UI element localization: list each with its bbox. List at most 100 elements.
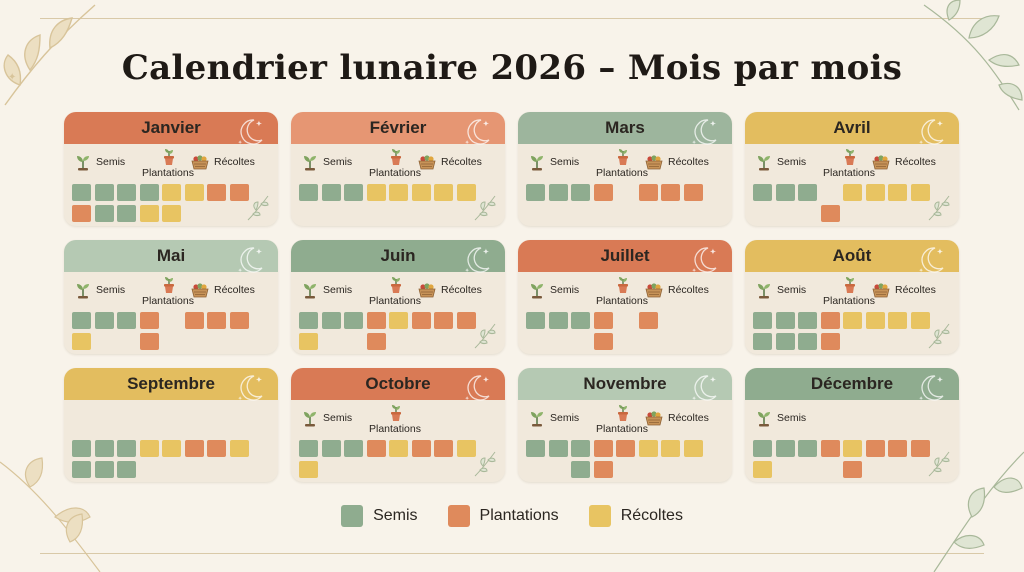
activity-cells [526, 184, 724, 224]
potted-plant-icon [614, 148, 632, 166]
activity-label-plantations: Plantations [596, 167, 648, 179]
cell-semis [94, 461, 114, 478]
cell-semis [117, 312, 136, 329]
cell-plantations [139, 333, 159, 350]
activity-label-semis: Semis [777, 412, 807, 424]
seedling-icon [755, 409, 773, 427]
activity-label-plantations: Plantations [142, 167, 194, 179]
crescent-moon-icon: ✦ ✦ [232, 370, 268, 406]
cell-plantations [229, 184, 249, 201]
activity-label-semis: Semis [550, 284, 580, 296]
cell-recoltes [411, 184, 431, 201]
cell-plantations [184, 312, 204, 329]
svg-text:✦: ✦ [919, 268, 923, 274]
seedling-icon [301, 153, 319, 171]
cell-plantations [593, 440, 613, 457]
cell-plantations [820, 205, 840, 222]
svg-text:✦: ✦ [8, 72, 16, 83]
activity-label-recoltes: Récoltes [441, 156, 482, 168]
cell-recoltes [72, 333, 91, 350]
sprig-decoration [471, 450, 499, 478]
month-header: Août ✦ ✦ [745, 240, 959, 274]
activity-label-recoltes: Récoltes [214, 156, 255, 168]
cell-semis [344, 184, 363, 201]
cell-recoltes [910, 312, 930, 329]
month-name: Juin [380, 246, 416, 265]
activity-cells [72, 184, 270, 224]
svg-text:✦: ✦ [937, 120, 943, 128]
activity-label-recoltes: Récoltes [668, 156, 709, 168]
harvest-basket-icon [190, 153, 209, 171]
potted-plant-icon [387, 276, 405, 294]
cell-recoltes [843, 184, 862, 201]
cell-recoltes [456, 184, 476, 201]
cell-semis [94, 205, 114, 222]
cell-plantations [366, 333, 386, 350]
cell-recoltes [299, 333, 318, 350]
cell-semis [753, 312, 772, 329]
harvest-basket-icon [417, 153, 436, 171]
cell-plantations [820, 333, 840, 350]
month-card: Août ✦ ✦ Semis Plantations Récoltes [745, 240, 959, 354]
potted-plant-icon [160, 148, 178, 166]
cell-semis [526, 440, 545, 457]
seedling-icon [528, 409, 546, 427]
crescent-moon-icon: ✦ ✦ [686, 242, 722, 278]
activity-label-semis: Semis [96, 156, 126, 168]
svg-text:✦: ✦ [256, 376, 262, 384]
month-card: Juin ✦ ✦ Semis Plantations Récoltes [291, 240, 505, 354]
cell-semis [548, 312, 568, 329]
leaf-decoration-top-right [923, 0, 1023, 111]
potted-plant-icon [841, 276, 859, 294]
month-card: Juillet ✦ ✦ Semis Plantations Récoltes [518, 240, 732, 354]
svg-text:✦: ✦ [256, 248, 262, 256]
leaf-decoration-top-left: ✦ [3, 4, 96, 106]
activity-label-plantations: Plantations [823, 167, 875, 179]
svg-text:✦: ✦ [238, 140, 242, 146]
cell-recoltes [843, 440, 862, 457]
cell-plantations [661, 184, 680, 201]
harvest-basket-icon [644, 409, 663, 427]
activity-label-recoltes: Récoltes [895, 156, 936, 168]
cell-plantations [184, 440, 204, 457]
cell-plantations [638, 184, 658, 201]
month-header: Février ✦ ✦ [291, 112, 505, 146]
seedling-icon [755, 153, 773, 171]
activity-label-plantations: Plantations [369, 167, 421, 179]
month-name: Décembre [810, 374, 894, 393]
cell-recoltes [299, 461, 318, 478]
cell-semis [299, 440, 318, 457]
leaf-decoration-bottom-right [933, 451, 1024, 572]
activity-label-plantations: Plantations [369, 295, 421, 307]
activity-icons-row: Semis [745, 400, 959, 436]
seedling-icon [301, 409, 319, 427]
crescent-moon-icon: ✦ ✦ [913, 370, 949, 406]
crescent-moon-icon: ✦ ✦ [686, 370, 722, 406]
month-name: Septembre [127, 374, 215, 393]
sprig-decoration [925, 194, 953, 222]
cell-recoltes [184, 184, 204, 201]
cell-plantations [843, 461, 862, 478]
month-name: Novembre [583, 374, 667, 393]
cell-plantations [411, 312, 431, 329]
cell-recoltes [683, 440, 703, 457]
crescent-moon-icon: ✦ ✦ [913, 114, 949, 150]
cell-plantations [366, 312, 386, 329]
cell-recoltes [753, 461, 772, 478]
month-card: Mai ✦ ✦ Semis Plantations Récoltes [64, 240, 278, 354]
legend-swatch-recoltes [588, 505, 611, 527]
activity-cells [299, 312, 497, 352]
cell-semis [117, 440, 136, 457]
activity-label-semis: Semis [323, 412, 353, 424]
activity-icons-row: Semis Plantations Récoltes [518, 400, 732, 436]
cell-plantations [865, 440, 885, 457]
leaf-decoration-bottom-left [0, 457, 101, 572]
activity-label-plantations: Plantations [596, 295, 648, 307]
potted-plant-icon [614, 404, 632, 422]
activity-icons-row: Semis Plantations [291, 400, 505, 436]
cell-plantations [139, 312, 159, 329]
potted-plant-icon [160, 276, 178, 294]
month-header: Juin ✦ ✦ [291, 240, 505, 274]
cell-plantations [820, 312, 840, 329]
svg-text:✦: ✦ [692, 140, 696, 146]
